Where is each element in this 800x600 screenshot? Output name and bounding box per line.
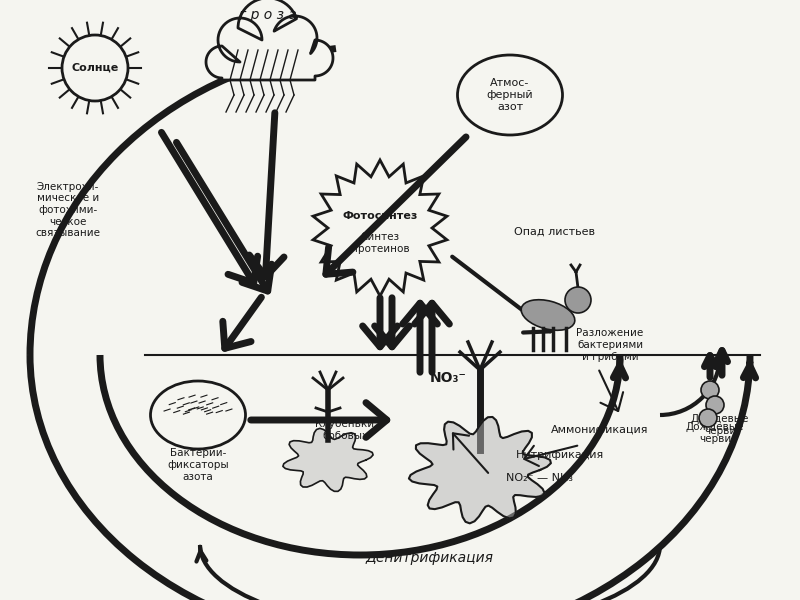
Text: Дождевые
черви: Дождевые черви — [691, 414, 749, 436]
Polygon shape — [283, 428, 373, 491]
Text: Денитрификация: Денитрификация — [366, 551, 494, 565]
Text: NO₃⁻: NO₃⁻ — [430, 371, 466, 385]
Polygon shape — [409, 417, 551, 523]
Text: Клубеньки
бобовых: Клубеньки бобовых — [315, 419, 374, 441]
Text: Солнце: Солнце — [71, 63, 118, 73]
Polygon shape — [313, 160, 447, 296]
Polygon shape — [206, 0, 333, 80]
Ellipse shape — [521, 300, 575, 330]
Ellipse shape — [150, 381, 246, 449]
Text: Синтез
протеинов: Синтез протеинов — [350, 232, 410, 254]
Circle shape — [62, 35, 128, 101]
Text: Разложение
бактериями
и грибами: Разложение бактериями и грибами — [576, 328, 644, 362]
Ellipse shape — [458, 55, 562, 135]
Text: Аммонификация: Аммонификация — [551, 425, 649, 435]
Circle shape — [699, 409, 717, 427]
Text: г р о з а: г р о з а — [239, 8, 297, 22]
Circle shape — [701, 381, 719, 399]
Circle shape — [565, 287, 591, 313]
Circle shape — [706, 396, 724, 414]
Text: Нитрификация: Нитрификация — [516, 450, 604, 460]
Text: Электрохи-
мическое и
фотохими-
ческое
связывание: Электрохи- мическое и фотохими- ческое с… — [35, 182, 101, 238]
Text: NO₂⁻ — NH₃: NO₂⁻ — NH₃ — [506, 473, 574, 483]
Text: Бактерии-
фиксаторы
азота: Бактерии- фиксаторы азота — [167, 448, 229, 482]
Text: Фотосинтез: Фотосинтез — [342, 211, 418, 221]
Text: Дождевые
черви: Дождевые черви — [686, 422, 744, 444]
Text: Атмос-
ферный
азот: Атмос- ферный азот — [486, 79, 534, 112]
Text: Опад листьев: Опад листьев — [514, 227, 595, 237]
